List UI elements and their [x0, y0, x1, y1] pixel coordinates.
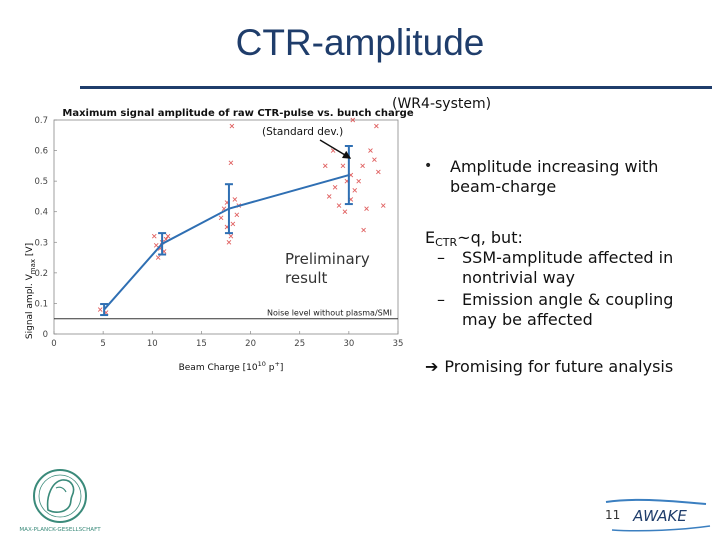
- standard-deviation-label: (Standard dev.): [262, 126, 344, 138]
- scatter-point: [229, 123, 235, 129]
- scatter-point: [332, 184, 338, 190]
- x-tick-label: 20: [245, 339, 256, 349]
- ectr-line: ECTR~q, but:: [425, 228, 523, 249]
- y-tick-label: 0.1: [34, 299, 48, 309]
- scatter-point: [322, 163, 328, 169]
- scatter-point: [361, 227, 366, 233]
- x-tick-label: 0: [51, 339, 56, 349]
- sub-bullet-dash: –: [437, 290, 445, 309]
- x-tick-label: 35: [393, 339, 404, 349]
- scatter-point: [228, 233, 234, 239]
- scatter-point: [352, 187, 358, 193]
- scatter-point: [234, 212, 240, 218]
- y-tick-label: 0.5: [34, 177, 48, 187]
- scatter-point: [342, 209, 348, 215]
- scatter-point: [151, 233, 157, 239]
- svg-text:AWAKE: AWAKE: [632, 507, 687, 525]
- scatter-point: [340, 163, 346, 169]
- slide-title: CTR-amplitude: [235, 22, 485, 63]
- y-tick-label: 0: [43, 330, 48, 340]
- scatter-point: [97, 307, 103, 312]
- noise-level-label: Noise level without plasma/SMI: [267, 309, 392, 318]
- scatter-point: [230, 221, 236, 227]
- scatter-point: [360, 163, 365, 169]
- scatter-point: [228, 160, 234, 166]
- scatter-point: [350, 117, 356, 123]
- scatter-point: [155, 255, 161, 260]
- scatter-point: [232, 197, 238, 202]
- scatter-point: [368, 148, 373, 153]
- x-axis-label: Beam Charge [1010 p+]: [179, 360, 284, 373]
- scatter-point: [380, 203, 386, 208]
- mean-line: [103, 174, 350, 311]
- y-tick-label: 0.3: [34, 238, 48, 248]
- bullet-dot: •: [424, 158, 433, 174]
- scatter-point: [165, 233, 171, 239]
- y-tick-label: 0.4: [34, 208, 48, 218]
- scatter-point: [336, 203, 342, 208]
- scatter-point: [364, 206, 369, 211]
- wr4-system-label: (WR4-system): [392, 96, 492, 112]
- scatter-point: [356, 178, 362, 184]
- max-planck-logo: MAX-PLANCK-GESELLSCHAFT: [19, 469, 101, 533]
- svg-text:MAX-PLANCK-GESELLSCHAFT: MAX-PLANCK-GESELLSCHAFT: [19, 527, 101, 533]
- bullet-amplitude: Amplitude increasing with beam-charge: [450, 157, 659, 196]
- scatter-point: [374, 123, 379, 129]
- sub-bullet-dash: –: [437, 248, 445, 267]
- right-arrow-icon: ➔: [425, 357, 439, 376]
- scatter-point: [326, 194, 332, 199]
- svg-text:Signal ampl. Vmax [V]: Signal ampl. Vmax [V]: [25, 243, 37, 339]
- plot-frame: [53, 119, 399, 335]
- scatter-point: [218, 215, 224, 221]
- scatter-point: [153, 243, 159, 248]
- scatter-point: [376, 169, 381, 175]
- y-axis-label: Signal ampl. Vmax [V]: [25, 243, 37, 339]
- sub-bullet-emission: Emission angle & coupling may be affecte…: [462, 290, 674, 329]
- y-tick-label: 0.6: [34, 147, 48, 157]
- x-tick-label: 5: [100, 339, 105, 349]
- x-tick-label: 30: [343, 339, 354, 349]
- page-number: 11: [605, 508, 621, 522]
- sub-bullet-ssm: SSM-amplitude affected in nontrivial way: [462, 248, 674, 287]
- title-rule: [80, 86, 712, 89]
- ctr-amplitude-chart: Maximum signal amplitude of raw CTR-puls…: [25, 108, 414, 373]
- x-tick-label: 15: [196, 339, 207, 349]
- y-tick-label: 0.2: [34, 269, 48, 279]
- std-dev-arrow: [319, 139, 352, 159]
- x-tick-label: 10: [147, 339, 158, 349]
- scatter-point: [372, 157, 377, 163]
- scatter-point: [226, 239, 232, 245]
- conclusion-line: ➔ Promising for future analysis: [425, 357, 674, 376]
- y-tick-label: 0.7: [34, 116, 48, 126]
- awake-logo: AWAKE: [605, 498, 711, 532]
- preliminary-result-label: Preliminary result: [285, 250, 370, 287]
- chart-title: Maximum signal amplitude of raw CTR-puls…: [62, 108, 413, 119]
- x-tick-label: 25: [294, 339, 305, 349]
